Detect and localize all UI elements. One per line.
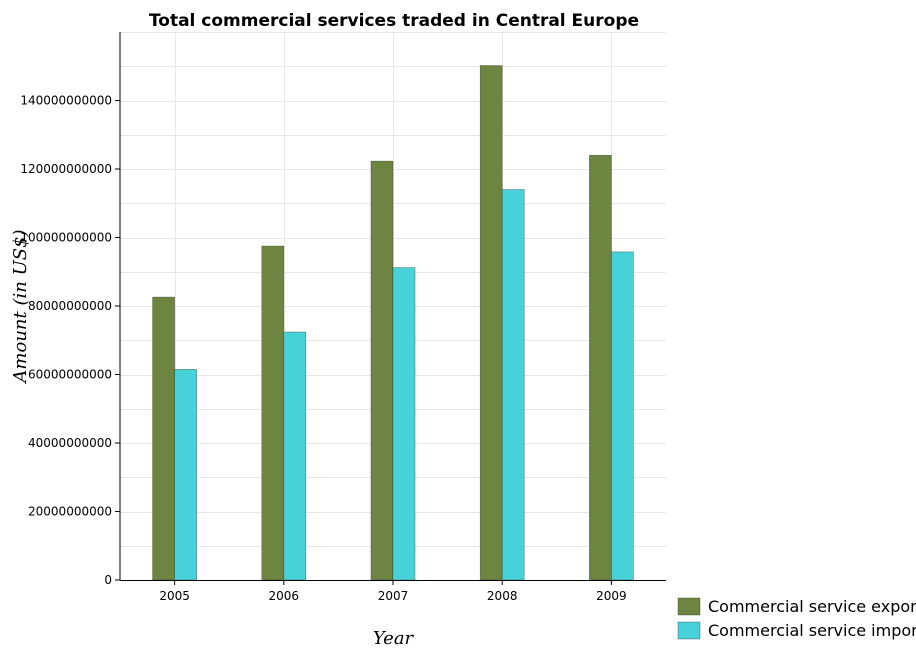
y-axis-label: Amount (in US$) xyxy=(10,229,31,384)
x-axis-label: Year xyxy=(373,628,415,649)
legend-label-exports: Commercial service exports xyxy=(708,597,916,616)
chart-title: Total commercial services traded in Cent… xyxy=(149,11,639,31)
bar-imports-2005 xyxy=(174,369,197,581)
y-tick-label: 80000000000 xyxy=(28,299,112,313)
legend-swatch-exports xyxy=(677,597,701,616)
y-tick-label: 20000000000 xyxy=(28,505,112,519)
bar-imports-2008 xyxy=(501,189,525,581)
bar-exports-2009 xyxy=(589,155,612,581)
legend: Commercial service exports Commercial ser… xyxy=(677,597,916,640)
bar-exports-2005 xyxy=(152,296,175,581)
legend-swatch-imports xyxy=(677,621,701,640)
y-ticks: 0 20000000000 40000000000 60000000000 800000… xyxy=(20,94,120,587)
y-tick-label: 140000000000 xyxy=(20,94,112,108)
y-tick-label: 0 xyxy=(104,573,112,587)
legend-label-imports: Commercial service imports xyxy=(708,621,916,640)
x-tick-label: 2009 xyxy=(596,589,627,603)
y-tick-label: 60000000000 xyxy=(28,368,112,382)
y-tick-label: 120000000000 xyxy=(20,162,112,176)
bar-imports-2007 xyxy=(392,267,416,581)
y-tick-label: 40000000000 xyxy=(28,436,112,450)
x-tick-label: 2006 xyxy=(269,589,300,603)
x-tick-label: 2005 xyxy=(159,589,190,603)
bar-exports-2007 xyxy=(370,160,394,581)
bar-exports-2006 xyxy=(261,245,285,581)
bars xyxy=(152,65,634,581)
x-ticks: 2005 2006 2007 2008 2009 xyxy=(159,580,627,603)
y-tick-label: 100000000000 xyxy=(20,231,112,245)
bar-imports-2006 xyxy=(283,331,307,581)
x-tick-label: 2007 xyxy=(378,589,409,603)
bar-imports-2009 xyxy=(611,251,634,581)
x-tick-label: 2008 xyxy=(487,589,518,603)
bar-exports-2008 xyxy=(479,65,503,581)
